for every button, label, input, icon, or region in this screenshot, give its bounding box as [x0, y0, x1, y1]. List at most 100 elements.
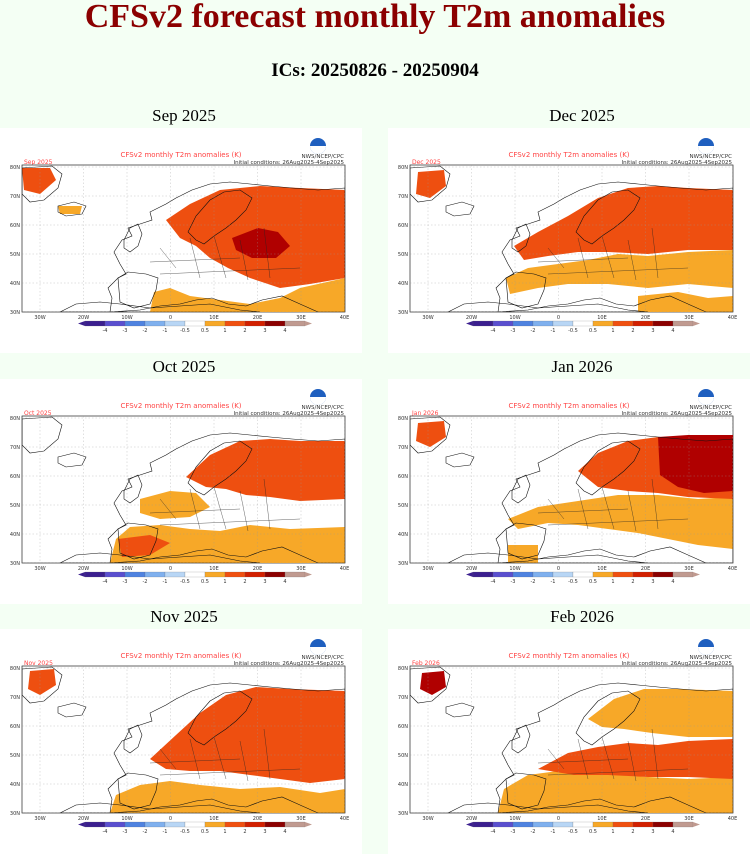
colorbar-segment — [204, 821, 226, 828]
map-month-label: Feb 2026 — [412, 660, 440, 667]
anomaly-patch — [658, 435, 733, 493]
map-title: CFSv2 monthly T2m anomalies (K) — [508, 652, 629, 660]
colorbar-tick-label: -1 — [551, 328, 556, 334]
colorbar-segment — [652, 320, 674, 327]
colorbar: -4 -3 -2 -1 -0.5 0.5 1 2 3 4 — [466, 571, 700, 585]
colorbar-tick-label: -4 — [491, 328, 496, 334]
page-title: CFSv2 forecast monthly T2m anomalies — [84, 0, 666, 35]
lon-tick-label: 20W — [78, 566, 89, 572]
colorbar-tick-label: 1 — [223, 328, 226, 334]
colorbar-tick-label: 3 — [263, 328, 266, 334]
colorbar-tick-label: 3 — [263, 829, 266, 835]
colorbar-tick-label: 0.5 — [201, 829, 209, 835]
colorbar-tick-label: 4 — [283, 328, 286, 334]
colorbar-tick-label: 1 — [223, 579, 226, 585]
colorbar-segment — [592, 320, 614, 327]
colorbar-segment — [84, 320, 106, 327]
anomaly-patch — [232, 228, 290, 258]
coastline — [410, 165, 451, 203]
lon-tick-label: 30W — [422, 816, 433, 822]
lon-tick-label: 10E — [597, 566, 607, 572]
coastline — [22, 666, 63, 704]
lon-tick-label: 20E — [641, 566, 651, 572]
lon-tick-label: 10E — [597, 816, 607, 822]
map-title: CFSv2 monthly T2m anomalies (K) — [120, 652, 241, 660]
colorbar-tick-label: -2 — [143, 579, 148, 585]
coastline — [22, 165, 63, 203]
lon-tick-label: 20W — [466, 566, 477, 572]
colorbar-tick-label: 3 — [651, 328, 654, 334]
lon-tick-label: 10E — [209, 315, 219, 321]
map-svg: CFSv2 monthly T2m anomalies (K) Sep 2025 N… — [10, 138, 349, 334]
coastline — [22, 416, 63, 454]
coastline — [59, 802, 261, 813]
colorbar-segment — [244, 571, 266, 578]
colorbar-tick-label: -2 — [143, 328, 148, 334]
colorbar-arrow-right — [305, 572, 312, 577]
colorbar-tick-label: -0.5 — [180, 829, 190, 835]
colorbar-segment — [164, 571, 186, 578]
colorbar-tick-label: 3 — [651, 579, 654, 585]
colorbar-segment — [632, 821, 654, 828]
colorbar-segment — [264, 320, 286, 327]
colorbar-segment — [144, 571, 166, 578]
colorbar-tick-label: -4 — [103, 328, 108, 334]
lon-tick-label: 40E — [728, 816, 738, 822]
map-svg: CFSv2 monthly T2m anomalies (K) Jan 2026 N… — [398, 389, 737, 585]
lon-tick-label: 30E — [296, 816, 306, 822]
colorbar-tick-label: 3 — [651, 829, 654, 835]
coastline — [511, 724, 531, 754]
colorbar-tick-label: 0.5 — [201, 579, 209, 585]
lat-tick-label: 80N — [398, 416, 408, 422]
map-content — [410, 165, 733, 312]
coastline — [505, 271, 547, 309]
country-borders — [149, 227, 301, 281]
lon-tick-label: 30E — [684, 315, 694, 321]
coastline — [107, 432, 345, 563]
map-svg: CFSv2 monthly T2m anomalies (K) Oct 2025 N… — [10, 389, 349, 585]
colorbar-tick-label: -3 — [511, 579, 516, 585]
country-borders — [537, 478, 689, 532]
lat-tick-label: 70N — [398, 445, 408, 451]
lon-tick-label: 40E — [340, 816, 350, 822]
colorbar-tick-label: -2 — [531, 579, 536, 585]
lon-tick-label: 10W — [509, 816, 520, 822]
coastline — [410, 416, 451, 454]
lat-tick-label: 60N — [398, 724, 408, 730]
lat-tick-label: 30N — [398, 811, 408, 817]
lon-tick-label: 20E — [641, 816, 651, 822]
colorbar-segment — [244, 320, 266, 327]
colorbar-tick-label: -1 — [551, 579, 556, 585]
colorbar-segment — [124, 320, 146, 327]
anomaly-patch — [514, 186, 733, 260]
colorbar-segment — [532, 320, 554, 327]
coastline — [575, 690, 641, 746]
colorbar-segment — [492, 320, 514, 327]
anomaly-patch — [498, 771, 733, 813]
lat-tick-label: 80N — [10, 666, 20, 672]
colorbar-tick-label: 2 — [631, 328, 634, 334]
colorbar-segment — [184, 821, 206, 828]
colorbar-segment — [552, 571, 574, 578]
colorbar-arrow-left — [78, 572, 85, 577]
map-panel-feb-2026: CFSv2 monthly T2m anomalies (K) Feb 2026 N… — [388, 629, 750, 854]
colorbar-segment — [592, 571, 614, 578]
colorbar-segment — [672, 821, 694, 828]
map-content — [22, 416, 345, 563]
coastline — [511, 474, 531, 504]
colorbar-arrow-left — [466, 572, 473, 577]
coastline — [123, 724, 143, 754]
lat-tick-label: 50N — [398, 252, 408, 258]
lon-tick-label: 10W — [121, 816, 132, 822]
colorbar-segment — [492, 821, 514, 828]
colorbar-tick-label: -4 — [103, 829, 108, 835]
map-panel-oct-2025: CFSv2 monthly T2m anomalies (K) Oct 2025 N… — [0, 379, 362, 604]
colorbar-tick-label: -2 — [531, 829, 536, 835]
colorbar-tick-label: -0.5 — [568, 579, 578, 585]
lon-tick-label: 20W — [78, 315, 89, 321]
country-borders — [537, 227, 689, 281]
credit-label: NWS/NCEP/CPC — [690, 405, 733, 411]
anomaly-patch — [416, 170, 446, 198]
coastline — [495, 432, 733, 563]
lon-tick-label: 10W — [509, 566, 520, 572]
